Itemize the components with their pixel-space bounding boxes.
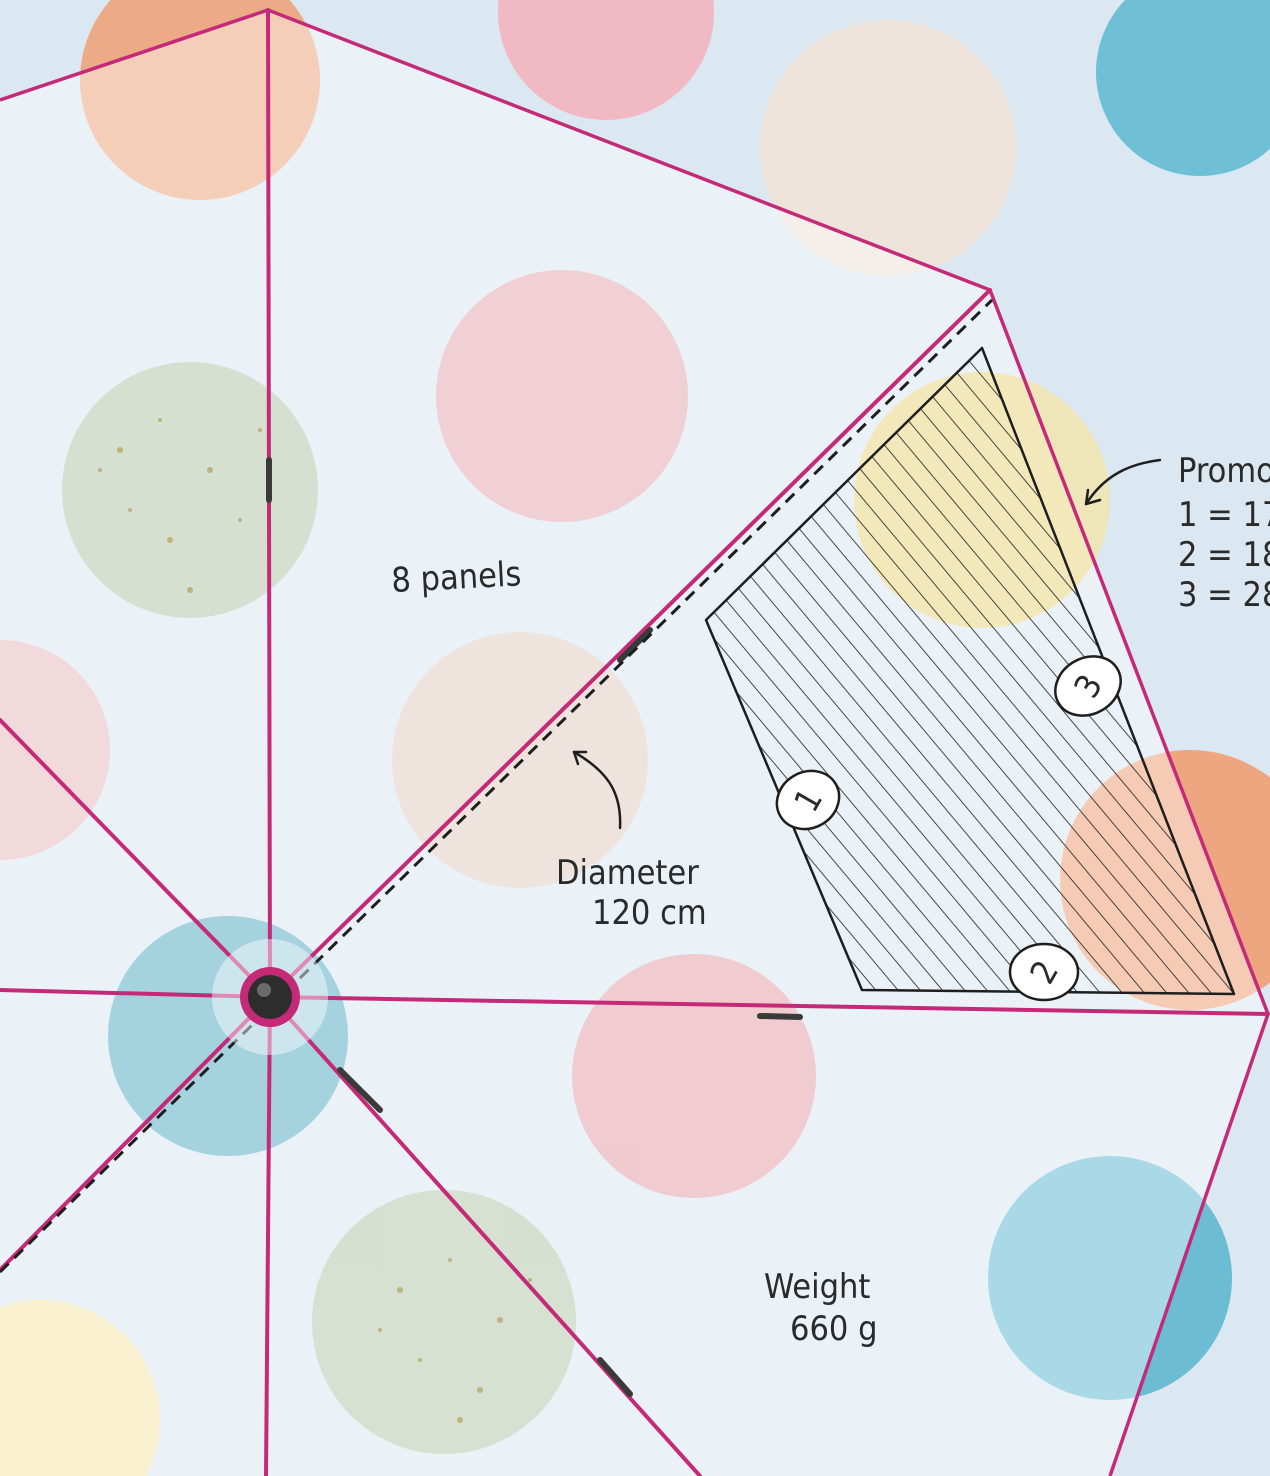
umbrella-hub-icon xyxy=(212,939,328,1055)
macaron-blue-top-right xyxy=(1096,0,1270,176)
promotion-line-2: 2 = 180 xyxy=(1178,535,1270,575)
weight-value: 660 g xyxy=(790,1309,878,1349)
panels-label: 8 panels xyxy=(390,554,522,601)
diameter-value: 120 cm xyxy=(592,893,707,933)
macaron-green-lower xyxy=(312,1190,576,1454)
macaron-pink-lower xyxy=(572,954,816,1198)
macaron-pink-center xyxy=(436,270,688,522)
promotion-line-3: 3 = 280 xyxy=(1178,575,1270,615)
diameter-label: Diameter xyxy=(556,853,699,893)
macaron-pink-top xyxy=(498,0,714,120)
promotion-line-1: 1 = 170 xyxy=(1178,495,1270,535)
marker-2: 2 xyxy=(1010,944,1078,1000)
macaron-green-left xyxy=(62,362,318,618)
weight-label: Weight xyxy=(764,1267,870,1307)
promotion-title: Promotion xyxy=(1178,451,1270,491)
rib-top xyxy=(268,10,270,997)
